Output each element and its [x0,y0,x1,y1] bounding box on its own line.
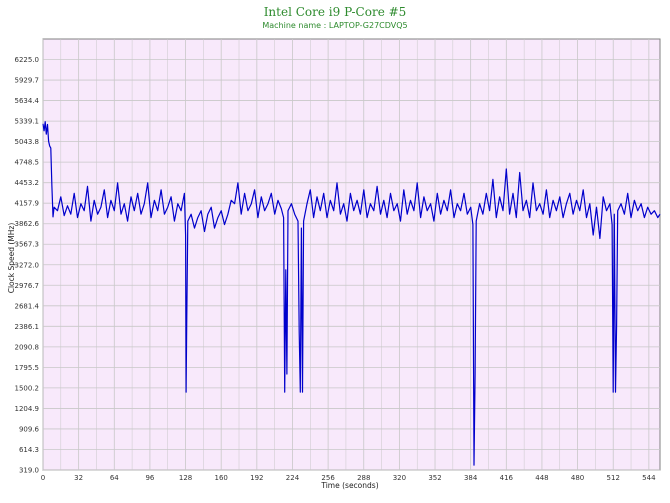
chart-title: Intel Core i9 P-Core #5 [264,5,407,19]
y-tick-label: 2976.7 [15,282,40,290]
x-tick-label: 512 [607,474,620,482]
y-axis-label: Clock Speed (MHz) [7,223,16,294]
plot-area [42,38,661,471]
y-tick-label: 3272.0 [15,261,40,269]
y-tick-label: 3862.6 [15,220,40,228]
x-tick-label: 352 [428,474,441,482]
x-tick-label: 448 [535,474,548,482]
y-tick-label: 4157.9 [15,200,40,208]
x-tick-label: 192 [250,474,263,482]
y-tick-label: 4453.2 [15,179,40,187]
y-tick-label: 6225.0 [15,56,40,64]
x-tick-label: 256 [321,474,335,482]
y-tick-label: 5339.1 [15,118,40,126]
chart-subtitle: Machine name : LAPTOP-G27CDVQ5 [262,21,407,30]
y-tick-label: 319.0 [19,467,39,475]
x-tick-label: 0 [41,474,45,482]
x-tick-label: 480 [571,474,584,482]
x-tick-label: 96 [145,474,154,482]
y-tick-label: 614.3 [19,446,39,454]
y-tick-label: 1500.2 [15,384,40,392]
y-tick-label: 2090.8 [15,343,40,351]
x-tick-label: 416 [500,474,514,482]
tick-labels: 0 32 64 96 128 160 192 224 256 288 320 352 384 416 448… [15,56,657,482]
series-line [42,121,661,466]
x-tick-label: 544 [642,474,656,482]
y-tick-label: 5043.8 [15,138,40,146]
x-tick-label: 224 [286,474,300,482]
x-tick-label: 288 [357,474,370,482]
y-tick-label: 909.6 [19,425,40,433]
gridlines [42,39,660,471]
y-tick-label: 2681.4 [15,302,40,310]
x-tick-label: 64 [110,474,119,482]
y-tick-label: 5634.4 [15,97,40,105]
x-axis-label: Time (seconds) [320,481,378,490]
series-layer [42,121,661,466]
x-tick-label: 320 [393,474,406,482]
y-tick-label: 3567.3 [15,241,40,249]
y-tick-label: 5929.7 [15,77,40,85]
x-tick-label: 384 [464,474,478,482]
x-tick-label: 32 [74,474,83,482]
y-tick-label: 2386.1 [15,323,40,331]
x-tick-label: 128 [179,474,192,482]
x-tick-label: 160 [215,474,228,482]
y-tick-label: 1204.9 [15,405,40,413]
y-tick-label: 1795.5 [15,364,40,372]
y-tick-label: 4748.5 [15,159,40,167]
